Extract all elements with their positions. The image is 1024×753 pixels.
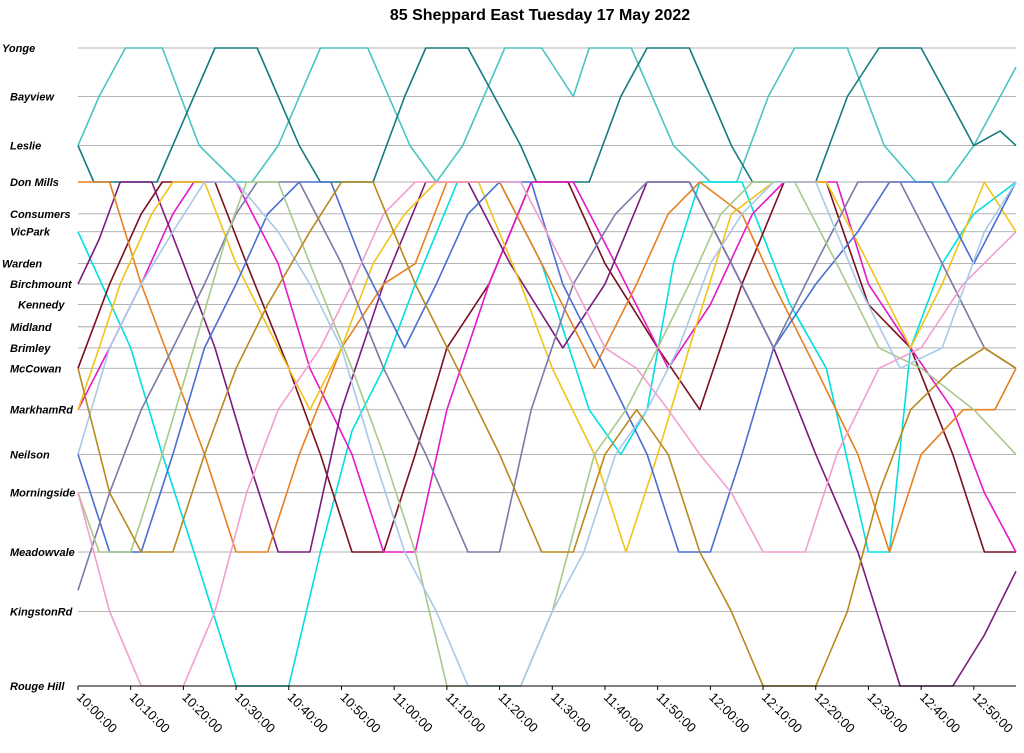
chart-title: 85 Sheppard East Tuesday 17 May 2022 [390,7,690,24]
stop-label: KingstonRd [10,606,73,618]
x-tick-label: 10:20:00 [179,690,225,736]
trip-line-9 [77,181,1017,591]
x-tick-label: 10:00:00 [74,690,120,736]
stop-labels: Yonge Bayview Leslie Don Mills Consumers VicP… [2,43,75,693]
stop-label: MarkhamRd [10,405,73,417]
x-tick-label: 12:20:00 [812,690,858,736]
x-tick-label: 10:30:00 [232,690,278,736]
stop-label: Bayview [10,91,55,103]
x-tick-label: 11:50:00 [654,690,700,736]
stop-label: Kennedy [18,299,65,311]
stop-label: Warden [2,259,42,271]
stop-label: Rouge Hill [10,681,65,693]
trip-line-6 [78,181,1017,553]
stop-label: Morningside [10,488,75,500]
x-tick-label: 10:40:00 [285,690,331,736]
stop-label: Brimley [10,343,51,355]
trip-lines [77,47,1017,687]
x-tick-label: 11:40:00 [601,690,647,736]
x-tick-label: 12:50:00 [970,690,1016,736]
x-tick-label: 10:10:00 [127,690,173,736]
stop-label: Midland [10,322,52,334]
x-tick-label: 12:30:00 [864,690,910,736]
x-tick-label: 11:00:00 [390,690,436,736]
trip-line-0 [77,47,1017,183]
trip-line-10 [77,181,1017,687]
stop-label: Don Mills [10,177,59,189]
stop-label: VicPark [10,227,51,239]
x-tick-label: 11:20:00 [495,690,541,736]
stop-label: Consumers [10,209,71,221]
x-tick-label: 12:40:00 [917,690,963,736]
stop-label: Neilson [10,449,50,461]
stop-label: Meadowvale [10,547,75,559]
trip-line-11 [77,181,1017,687]
x-tick-label: 12:10:00 [759,690,805,736]
stop-label: Leslie [10,141,41,153]
trip-line-5 [77,181,1017,687]
stop-label: McCowan [10,363,62,375]
x-tick-label: 10:50:00 [337,690,383,736]
trip-line-1 [77,47,1017,183]
x-tick-label: 11:30:00 [548,690,594,736]
stop-gridlines [78,47,1016,687]
stop-label: Yonge [2,43,35,55]
trip-line-7 [77,181,1017,553]
stop-label: Birchmount [10,279,73,291]
trip-line-2 [77,181,1017,687]
x-tick-labels: 10:00:00 10:10:00 10:20:00 10:30:00 10:40:00… [74,690,1016,736]
x-axis [77,685,1016,690]
trip-line-13 [77,181,1017,687]
trip-line-12 [77,181,1017,687]
x-tick-label: 11:10:00 [443,690,489,736]
x-tick-label: 12:00:00 [706,690,752,736]
